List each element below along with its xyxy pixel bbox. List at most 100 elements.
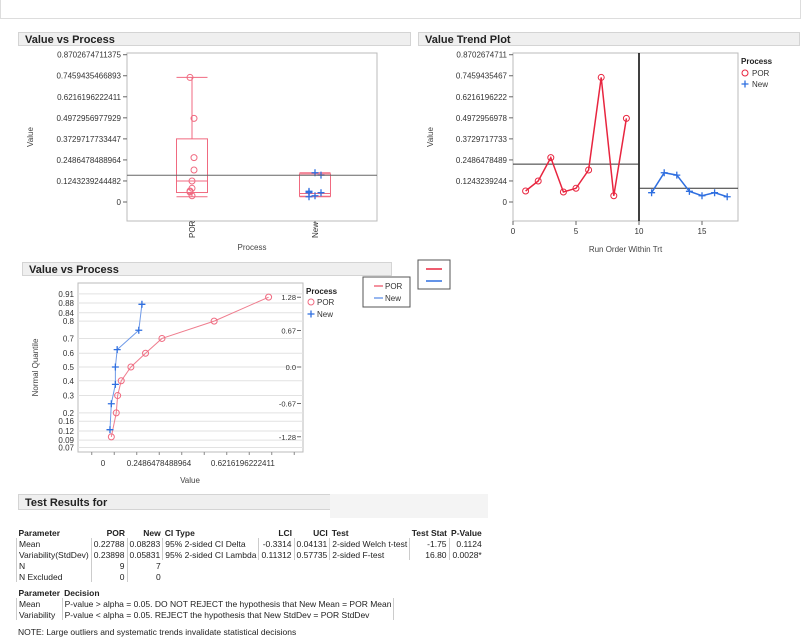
y-axis-label: Value bbox=[26, 127, 35, 147]
line-legend-item: New bbox=[385, 294, 401, 303]
x-tick-label: 5 bbox=[574, 227, 579, 236]
table-cell bbox=[163, 560, 259, 571]
y-tick-label: 0 bbox=[117, 198, 122, 207]
x-axis-label: Run Order Within Trt bbox=[589, 245, 663, 254]
column-header[interactable]: POR bbox=[106, 527, 125, 538]
y-tick-label: 0.2486478488964 bbox=[56, 156, 121, 165]
data-point bbox=[111, 380, 119, 388]
x-tick-label: 0.6216196222411 bbox=[211, 459, 275, 468]
data-point bbox=[522, 187, 530, 195]
table-cell: 16.80 bbox=[409, 549, 450, 560]
data-point bbox=[112, 409, 120, 417]
note-text: NOTE: Large outliers and systematic tren… bbox=[18, 627, 297, 637]
y-tick-label: 0.84 bbox=[58, 309, 74, 318]
data-point bbox=[114, 392, 122, 400]
y-tick-label: 0 bbox=[503, 198, 508, 207]
data-point bbox=[186, 188, 194, 196]
table-cell: 2-sided Welch t-test bbox=[329, 538, 410, 549]
redacted-area bbox=[330, 494, 488, 518]
data-point bbox=[311, 192, 319, 200]
x-tick-label: 15 bbox=[698, 227, 707, 236]
y-tick-label: 0.1243239244482 bbox=[56, 177, 121, 186]
column-header[interactable]: Test Stat bbox=[411, 527, 448, 538]
table-cell: 9 bbox=[90, 560, 127, 571]
data-point bbox=[158, 334, 166, 342]
column-header[interactable]: Test bbox=[331, 527, 349, 538]
z-tick-label: 0.0 bbox=[286, 363, 296, 372]
data-point bbox=[138, 300, 146, 308]
data-point bbox=[648, 189, 656, 197]
y-tick-label: 0.7459435467 bbox=[456, 72, 508, 81]
table-cell: P-value > alpha = 0.05. DO NOT REJECT th… bbox=[61, 598, 395, 609]
table-cell: 0.11312 bbox=[258, 549, 295, 560]
x-axis-label: Process bbox=[238, 243, 267, 252]
table-cell: 0.23898 bbox=[90, 549, 127, 560]
table-cell: -0.3314 bbox=[258, 538, 295, 549]
table-cell: N bbox=[16, 560, 92, 571]
table-cell bbox=[330, 560, 410, 571]
data-point bbox=[305, 193, 313, 201]
z-tick-label: 1.28 bbox=[281, 293, 296, 302]
quantile-plot-header[interactable]: Value vs Process bbox=[22, 262, 392, 276]
column-header[interactable]: UCI bbox=[313, 527, 328, 538]
legend-item: New bbox=[752, 80, 768, 89]
data-point bbox=[622, 114, 630, 122]
legend-item: New bbox=[317, 310, 333, 319]
x-tick-label: 0 bbox=[101, 459, 106, 468]
column-header[interactable]: Parameter bbox=[18, 587, 61, 598]
column-header[interactable]: LCI bbox=[278, 527, 293, 538]
column-header[interactable]: P-Value bbox=[451, 527, 482, 538]
table-cell bbox=[259, 560, 294, 571]
y-axis-label: Normal Quantile bbox=[31, 338, 40, 396]
column-header[interactable]: Decision bbox=[64, 587, 100, 598]
data-point bbox=[660, 169, 668, 177]
x-tick-label: New bbox=[311, 222, 320, 238]
z-tick-label: 0.67 bbox=[281, 326, 296, 335]
header-row: Parameter POR New CI Type LCI UCI Test Test Sta… bbox=[17, 527, 484, 538]
legend-item: POR bbox=[317, 298, 335, 307]
y-tick-label: 0.3729717733 bbox=[456, 135, 508, 144]
data-point bbox=[210, 317, 218, 325]
data-point bbox=[188, 177, 196, 185]
y-tick-label: 0.8702674711 bbox=[456, 51, 507, 60]
table-cell: 0 bbox=[126, 571, 163, 582]
table-cell: Variability bbox=[16, 609, 63, 620]
table-row: Mean P-value > alpha = 0.05. DO NOT REJEC… bbox=[16, 598, 395, 609]
table-cell: 0.0028* bbox=[448, 549, 484, 560]
data-point bbox=[142, 349, 150, 357]
data-point bbox=[685, 187, 693, 195]
column-header[interactable]: New bbox=[143, 527, 161, 538]
y-tick-label: 0.6216196222411 bbox=[57, 93, 121, 102]
table-cell bbox=[259, 571, 294, 582]
data-point bbox=[188, 184, 196, 192]
line-legend-box bbox=[362, 276, 411, 308]
column-header[interactable]: Parameter bbox=[18, 527, 61, 538]
series-line-por bbox=[110, 296, 269, 437]
y-tick-label: 0.7459435466893 bbox=[56, 72, 121, 81]
y-tick-label: 0.91 bbox=[58, 290, 74, 299]
z-tick-label: -1.28 bbox=[279, 433, 296, 442]
table-cell: 0.22788 bbox=[90, 538, 127, 549]
legend-item: POR bbox=[752, 69, 770, 78]
legend-plus-icon bbox=[741, 80, 749, 88]
test-results-table: Parameter POR New CI Type LCI UCI Test Test Sta… bbox=[16, 527, 484, 582]
x-tick-label: POR bbox=[188, 220, 197, 238]
y-tick-label: 0.4972956977929 bbox=[56, 114, 121, 123]
column-header[interactable]: CI Type bbox=[164, 527, 195, 538]
y-tick-label: 0.6216196222 bbox=[456, 93, 508, 102]
y-tick-label: 0.1243239244 bbox=[456, 177, 508, 186]
table-cell: 0.1124 bbox=[448, 538, 484, 549]
table-cell bbox=[410, 560, 449, 571]
table-cell: 95% 2-sided CI Lambda bbox=[162, 549, 259, 560]
data-point bbox=[610, 192, 618, 200]
plot-frame bbox=[512, 52, 739, 222]
y-tick-label: 0.12 bbox=[58, 427, 74, 436]
table-row: N Excluded 0 0 bbox=[16, 571, 484, 582]
table-cell: Variability(StdDev) bbox=[16, 549, 92, 560]
box-plot-header[interactable]: Value vs Process bbox=[18, 32, 411, 46]
y-tick-label: 0.5 bbox=[63, 363, 75, 372]
trend-plot-header[interactable]: Value Trend Plot bbox=[418, 32, 800, 46]
